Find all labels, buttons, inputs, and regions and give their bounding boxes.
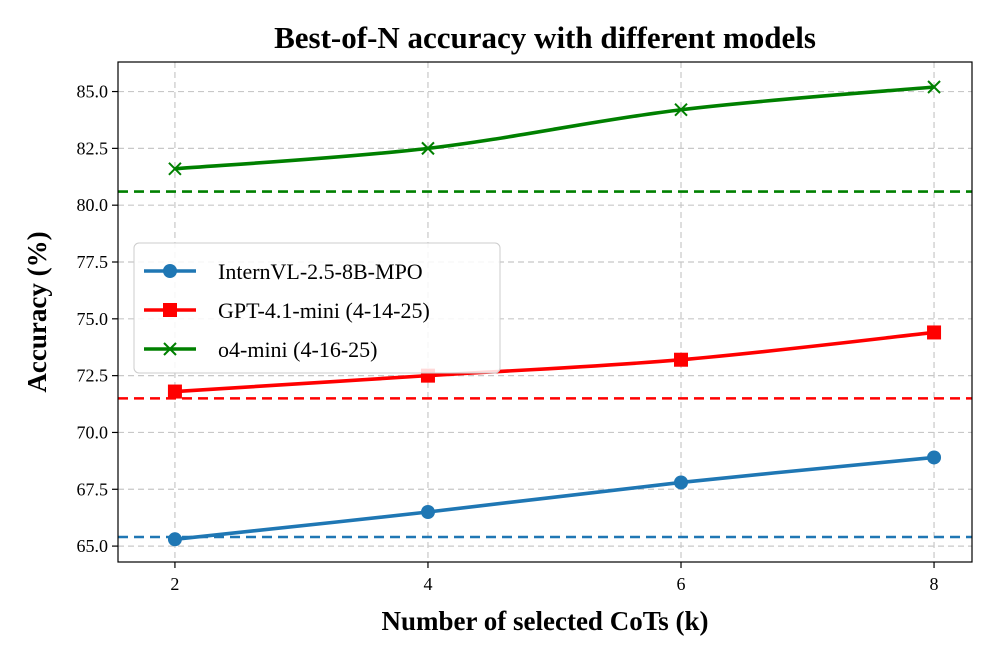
x-marker-stroke bbox=[163, 342, 177, 356]
x-tick-label: 2 bbox=[170, 574, 179, 594]
legend-marker-2 bbox=[163, 342, 177, 356]
data-point-0-2 bbox=[674, 475, 689, 490]
data-point-1-2 bbox=[674, 352, 689, 367]
data-point-1-3 bbox=[927, 325, 942, 340]
x-tick-label: 6 bbox=[677, 574, 686, 594]
data-point-2-2 bbox=[674, 103, 688, 117]
x-axis-label: Number of selected CoTs (k) bbox=[382, 606, 709, 636]
data-point-0-1 bbox=[420, 505, 435, 519]
legend-label-0: InternVL-2.5-8B-MPO bbox=[218, 259, 423, 284]
x-marker-stroke bbox=[674, 103, 688, 117]
x-axis-ticks: 2 4 6 8 bbox=[170, 562, 939, 594]
x-marker-stroke bbox=[927, 80, 941, 94]
series-line-1 bbox=[174, 330, 935, 394]
y-tick-label: 80.0 bbox=[77, 195, 109, 215]
baselines bbox=[118, 190, 972, 539]
grid bbox=[118, 62, 972, 562]
legend-box bbox=[133, 242, 501, 374]
series-lines bbox=[167, 80, 942, 547]
data-point-0-0 bbox=[167, 532, 182, 547]
x-marker-stroke bbox=[168, 162, 182, 176]
y-tick-label: 82.5 bbox=[77, 138, 109, 158]
y-tick-label: 75.0 bbox=[77, 309, 109, 329]
y-tick-label: 72.5 bbox=[77, 366, 109, 386]
y-tick-label: 67.5 bbox=[77, 479, 109, 499]
y-tick-label: 77.5 bbox=[77, 252, 109, 272]
plot-frame bbox=[117, 61, 973, 563]
data-point-2-1 bbox=[421, 141, 435, 156]
series-line-0 bbox=[174, 455, 935, 542]
y-axis-label: Accuracy (%) bbox=[22, 231, 52, 392]
x-tick-label: 8 bbox=[930, 574, 939, 594]
plot-border bbox=[117, 61, 973, 563]
y-tick-label: 65.0 bbox=[77, 536, 109, 556]
legend-label-2: o4-mini (4-16-25) bbox=[218, 337, 377, 362]
data-point-0-3 bbox=[927, 450, 942, 465]
y-tick-label: 70.0 bbox=[77, 422, 109, 442]
x-marker-stroke bbox=[421, 141, 435, 156]
data-point-2-0 bbox=[168, 162, 182, 176]
y-axis-ticks: 65.0 67.5 70.0 72.5 75.0 77.5 80.0 82.5 85.0 bbox=[77, 82, 118, 556]
series-line-2 bbox=[174, 85, 935, 171]
y-tick-label: 85.0 bbox=[77, 82, 109, 102]
data-point-1-0 bbox=[167, 384, 182, 399]
legend-label-1: GPT-4.1-mini (4-14-25) bbox=[218, 298, 430, 323]
legend: InternVL-2.5-8B-MPO GPT-4.1-mini (4-14-25… bbox=[133, 242, 501, 374]
legend-marker-1 bbox=[163, 303, 177, 317]
legend-marker-0 bbox=[163, 264, 177, 278]
chart-title: Best-of-N accuracy with different models bbox=[274, 20, 816, 55]
data-point-2-3 bbox=[927, 80, 941, 94]
x-tick-label: 4 bbox=[423, 574, 432, 594]
